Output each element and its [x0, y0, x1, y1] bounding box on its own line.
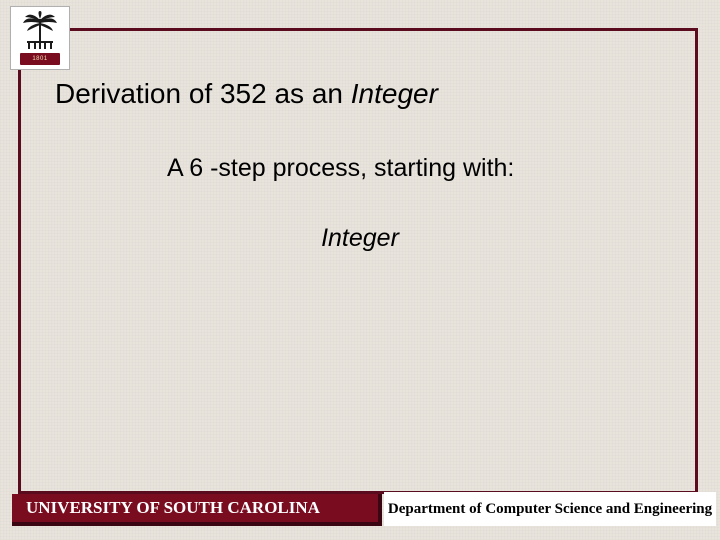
- center-term: Integer: [0, 224, 720, 253]
- title-italic-word: Integer: [351, 78, 438, 109]
- title-prefix: Derivation of 352 as an: [55, 78, 351, 109]
- footer-department: Department of Computer Science and Engin…: [384, 492, 716, 526]
- footer-university: UNIVERSITY OF SOUTH CAROLINA: [12, 494, 382, 526]
- palmetto-tree-icon: [17, 11, 63, 51]
- university-logo: 1801: [10, 6, 70, 70]
- logo-year-plate: 1801: [20, 53, 60, 65]
- slide-title: Derivation of 352 as an Integer: [55, 78, 438, 110]
- slide-subtitle: A 6 -step process, starting with:: [167, 154, 514, 183]
